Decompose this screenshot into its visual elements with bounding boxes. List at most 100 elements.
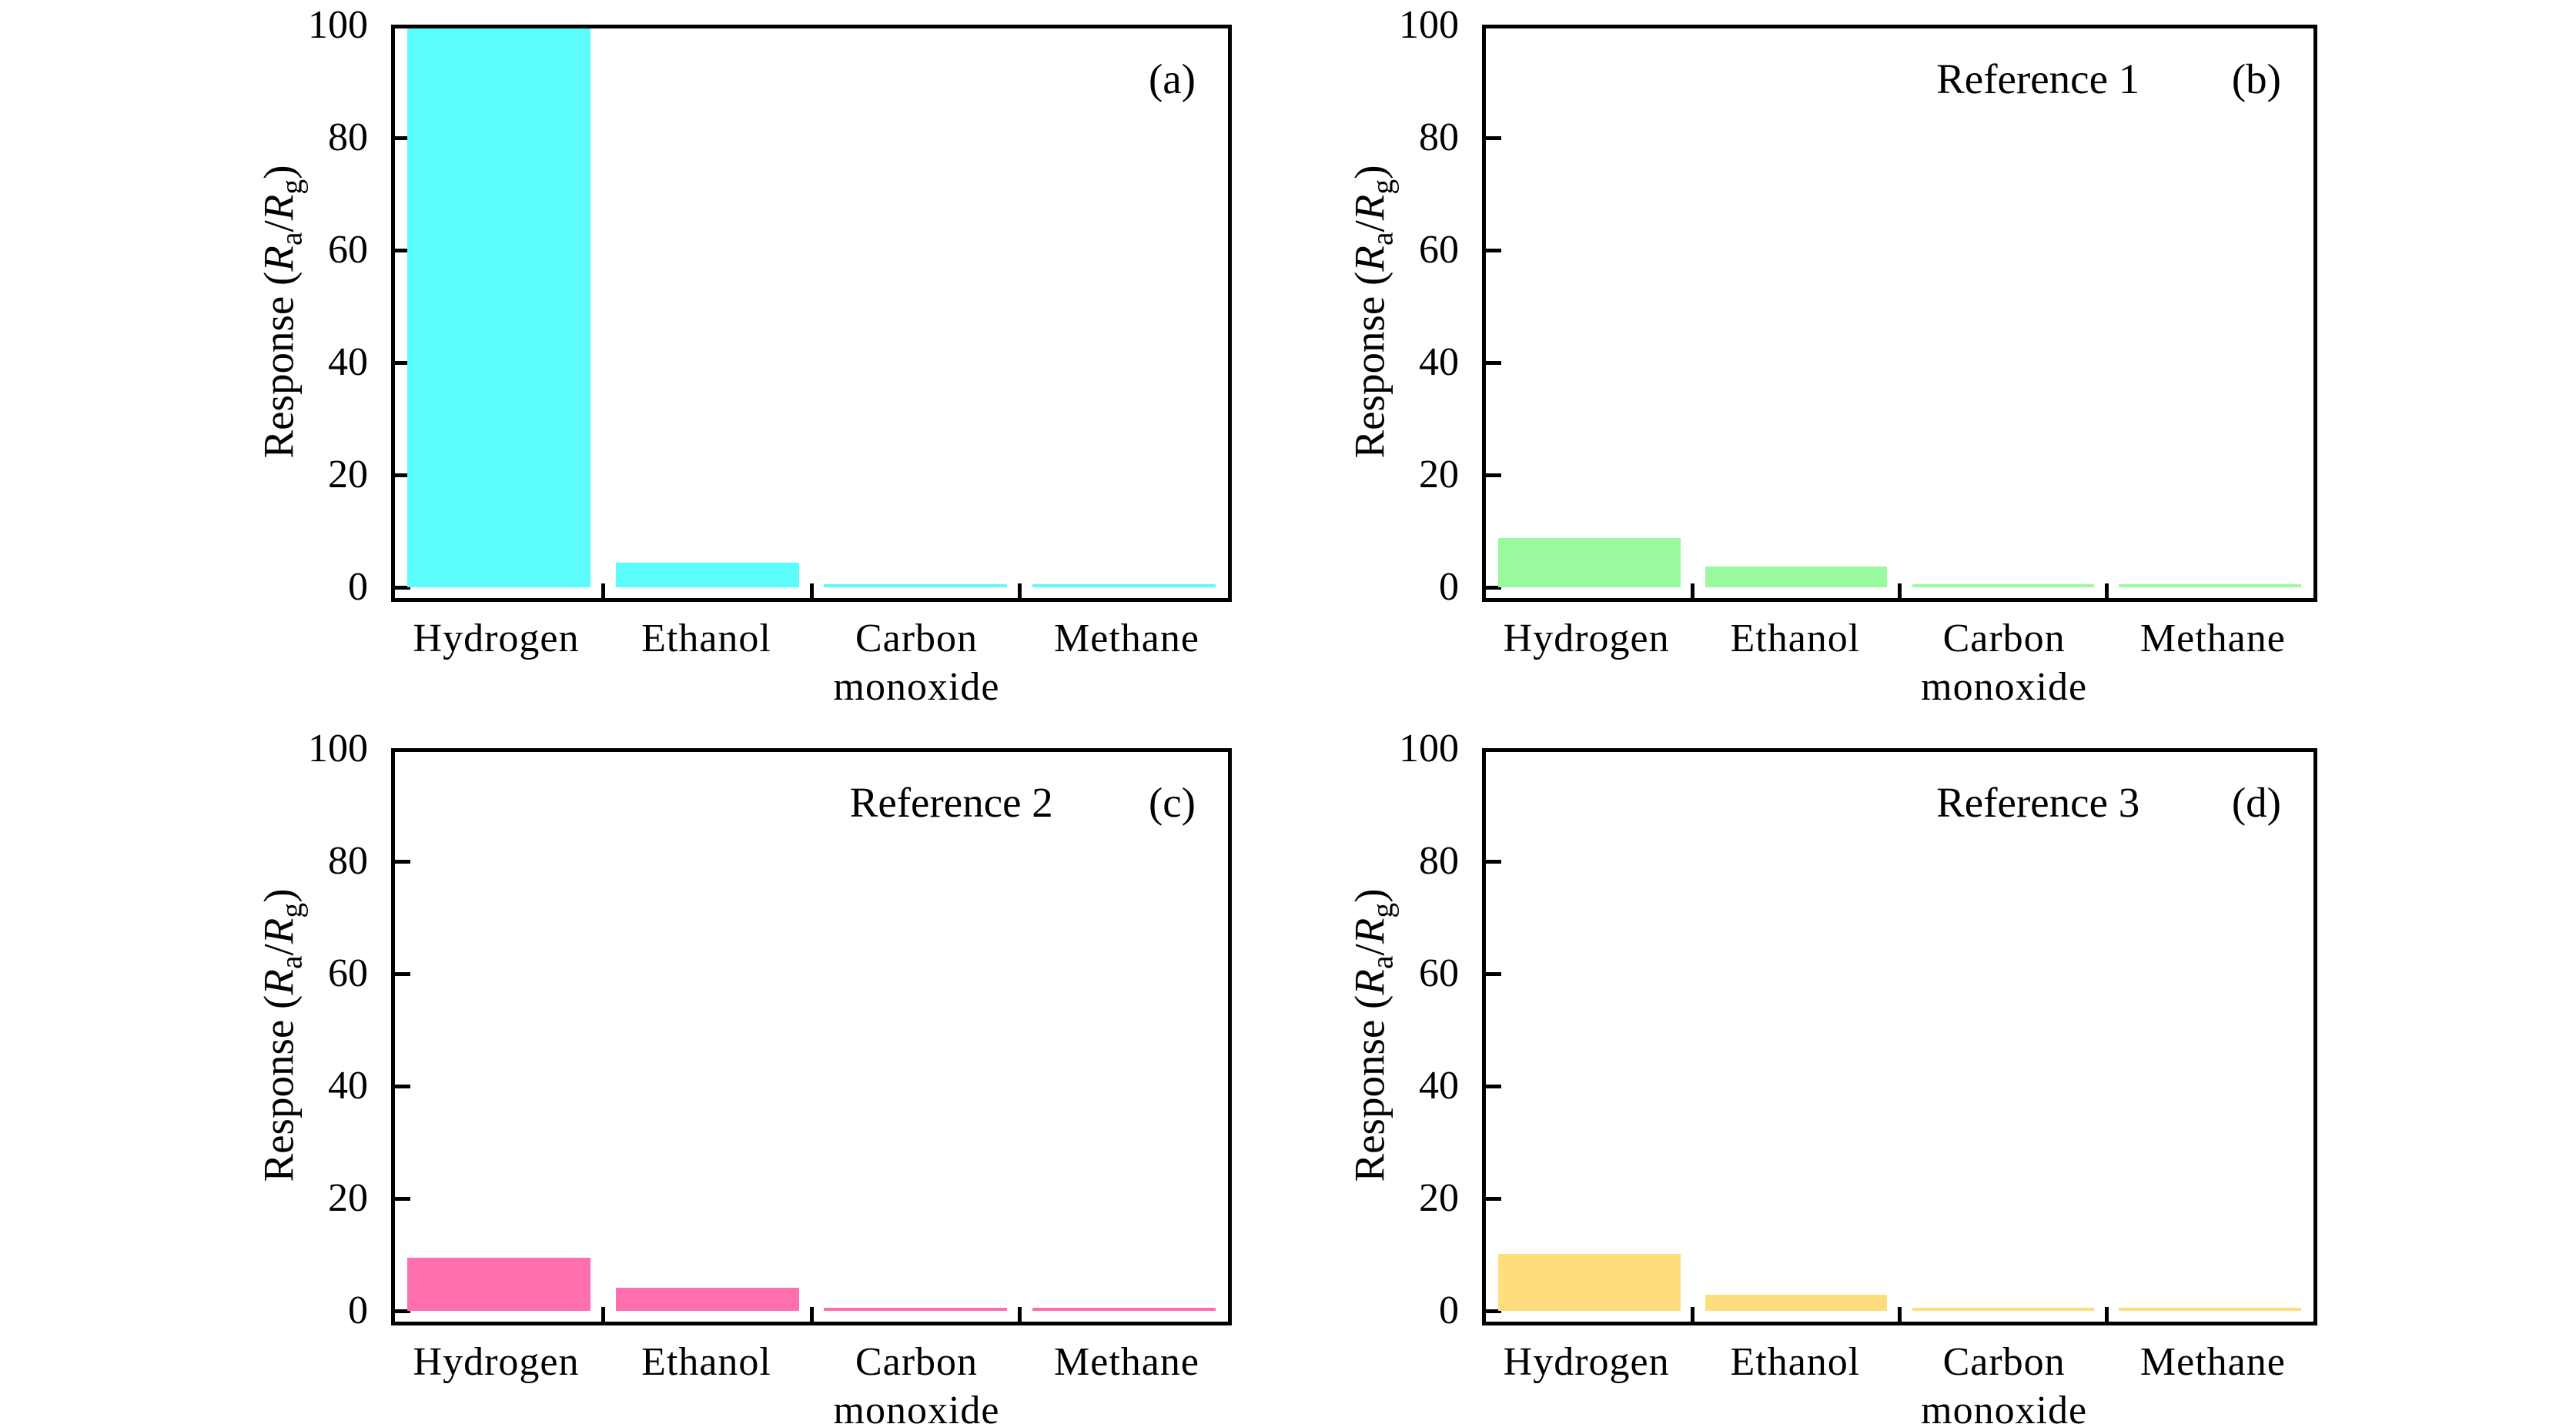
x-tick	[2104, 1307, 2109, 1322]
y-tick-label: 80	[328, 115, 368, 159]
x-category-labels: Hydrogen Ethanol Carbon monoxide Methane	[1482, 1338, 2317, 1424]
y-tick-label: 100	[1399, 727, 1459, 770]
x-category-label: Ethanol	[1730, 1340, 1861, 1384]
y-tick-label: 0	[1439, 565, 1459, 609]
x-category-label: Hydrogen	[1503, 1340, 1670, 1384]
y-tick	[1486, 1309, 1501, 1313]
bar-ethanol	[615, 563, 799, 587]
y-tick-label: 60	[328, 228, 368, 272]
bar-ethanol	[1705, 567, 1888, 587]
x-category-label: Methane	[1054, 617, 1199, 660]
x-tick	[1018, 1307, 1022, 1322]
y-tick-label: 80	[1419, 839, 1459, 883]
bar-carbon	[1912, 1308, 2095, 1311]
x-tick	[1898, 583, 1902, 598]
y-tick-label: 80	[1419, 115, 1459, 159]
x-category-label: Carbon monoxide	[833, 1340, 1000, 1424]
y-tick	[1486, 136, 1501, 140]
panel-b: Response (Ra/Rg) 0 20 40 60 80 100 Reference …	[1346, 4, 2317, 709]
x-category-label: Methane	[1054, 1340, 1199, 1384]
y-tick-label: 60	[1419, 228, 1459, 272]
y-tick-label: 20	[1419, 1176, 1459, 1220]
y-tick	[395, 586, 410, 590]
x-tick	[809, 583, 814, 598]
x-tick	[1898, 1307, 1902, 1322]
bar-methane	[2119, 1308, 2301, 1311]
y-tick	[395, 473, 410, 477]
y-tick-labels: 0 20 40 60 80 100	[233, 727, 368, 1332]
x-category-label: Ethanol	[641, 1340, 771, 1384]
bar-carbon	[824, 584, 1008, 587]
y-tick-label: 0	[348, 565, 368, 609]
plot-area: Reference 2 (c)	[391, 748, 1232, 1325]
x-tick	[601, 583, 605, 598]
y-tick-label: 60	[328, 951, 368, 995]
x-tick	[1691, 1307, 1695, 1322]
y-tick-labels: 0 20 40 60 80 100	[1324, 727, 1459, 1332]
y-tick-labels: 0 20 40 60 80 100	[1324, 4, 1459, 609]
y-tick-label: 0	[348, 1289, 368, 1332]
x-tick	[2104, 583, 2109, 598]
y-tick-labels: 0 20 40 60 80 100	[233, 4, 368, 609]
bar-hydrogen	[407, 1258, 591, 1311]
x-category-label: Methane	[2139, 617, 2286, 660]
bar-hydrogen	[1498, 538, 1681, 587]
x-category-label: Methane	[2139, 1340, 2286, 1384]
x-category-label: Ethanol	[641, 617, 771, 660]
y-tick	[395, 249, 410, 252]
bar-methane	[1032, 584, 1216, 587]
x-category-label: Hydrogen	[413, 1340, 580, 1384]
y-tick	[1486, 586, 1501, 590]
x-category-label: Carbon monoxide	[1921, 617, 2088, 710]
panel-d: Response (Ra/Rg) 0 20 40 60 80 100 Reference …	[1346, 727, 2317, 1424]
x-tick	[1018, 583, 1022, 598]
reference-label: Reference 1	[1936, 55, 2140, 102]
y-tick	[395, 1085, 410, 1088]
panel-tag: (d)	[2231, 779, 2281, 826]
y-tick	[395, 1197, 410, 1201]
y-tick-label: 40	[328, 340, 368, 384]
bar-methane	[1032, 1308, 1216, 1311]
plot-area: Reference 1 (b)	[1482, 25, 2317, 602]
y-tick-label: 0	[1439, 1289, 1459, 1332]
y-tick	[1486, 473, 1501, 477]
y-tick-label: 100	[1399, 3, 1459, 47]
y-tick	[395, 1309, 410, 1313]
reference-label: Reference 3	[1936, 779, 2140, 826]
x-category-labels: Hydrogen Ethanol Carbon monoxide Methane	[1482, 614, 2317, 712]
panel-a: Response (Ra/Rg) 0 20 40 60 80 100 (a) Hydrog…	[255, 4, 1232, 709]
y-tick-label: 40	[1419, 340, 1459, 384]
bar-carbon	[824, 1308, 1008, 1311]
x-category-label: Carbon monoxide	[1921, 1340, 2088, 1424]
panel-tag: (a)	[1148, 55, 1196, 102]
y-tick-label: 40	[328, 1064, 368, 1108]
x-category-label: Hydrogen	[1503, 617, 1670, 660]
y-tick-label: 100	[308, 727, 368, 770]
bar-hydrogen	[1498, 1254, 1681, 1311]
x-category-label: Hydrogen	[413, 617, 580, 660]
y-tick-label: 40	[1419, 1064, 1459, 1108]
y-tick-label: 100	[308, 3, 368, 47]
y-tick	[1486, 860, 1501, 864]
y-tick-label: 20	[328, 1176, 368, 1220]
y-tick	[395, 860, 410, 864]
bar-carbon	[1912, 584, 2095, 587]
x-category-label: Ethanol	[1730, 617, 1861, 660]
bar-ethanol	[1705, 1295, 1888, 1311]
bar-ethanol	[615, 1288, 799, 1311]
y-tick	[1486, 249, 1501, 252]
x-category-labels: Hydrogen Ethanol Carbon monoxide Methane	[391, 1338, 1232, 1424]
panel-tag: (b)	[2231, 55, 2281, 102]
bar-hydrogen	[407, 28, 591, 587]
x-category-label: Carbon monoxide	[833, 617, 1000, 710]
y-tick	[395, 361, 410, 365]
x-tick	[1691, 583, 1695, 598]
y-tick-label: 20	[328, 453, 368, 496]
x-tick	[601, 1307, 605, 1322]
y-tick	[395, 136, 410, 140]
plot-area: (a)	[391, 25, 1232, 602]
y-tick	[1486, 1085, 1501, 1088]
y-tick-label: 80	[328, 839, 368, 883]
bar-methane	[2119, 584, 2301, 587]
